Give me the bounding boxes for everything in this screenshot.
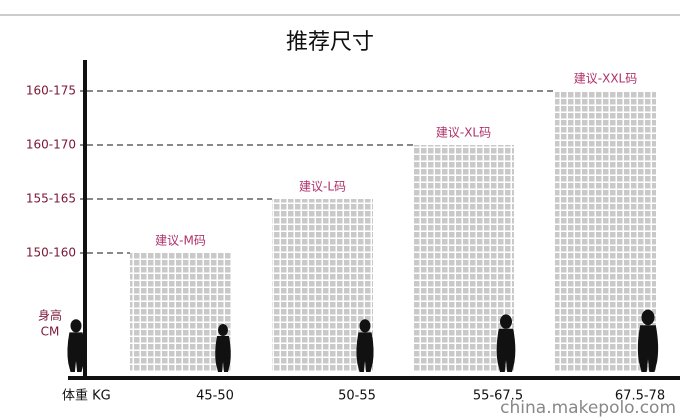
bar-label: 建议-XL码 xyxy=(436,126,491,140)
bar xyxy=(413,145,514,371)
x-tick-label: 45-50 xyxy=(196,389,234,404)
bar-label: 建议-XXL码 xyxy=(574,72,637,86)
watermark: china.makepolo.com xyxy=(500,398,676,418)
bar xyxy=(130,253,231,371)
x-tick-label: 50-55 xyxy=(338,389,376,404)
y-tick-label: 150-160 xyxy=(26,246,76,260)
y-tick-label: 160-175 xyxy=(26,84,76,98)
y-axis-label: 身高 xyxy=(38,308,62,323)
silhouette xyxy=(67,319,85,372)
y-axis-label: CM xyxy=(41,325,60,339)
x-tick-label: 55-67.5 xyxy=(473,389,523,404)
bar-label: 建议-M码 xyxy=(155,234,206,248)
bar-label: 建议-L码 xyxy=(299,180,346,194)
bar xyxy=(555,91,656,371)
y-tick-label: 155-165 xyxy=(26,192,76,206)
y-tick-label: 160-170 xyxy=(26,138,76,152)
x-tick-label: 67.5-78 xyxy=(615,389,665,404)
chart-title: 推荐尺寸 xyxy=(286,30,374,55)
bar xyxy=(272,199,373,371)
x-axis-label: 体重 KG xyxy=(62,388,111,404)
